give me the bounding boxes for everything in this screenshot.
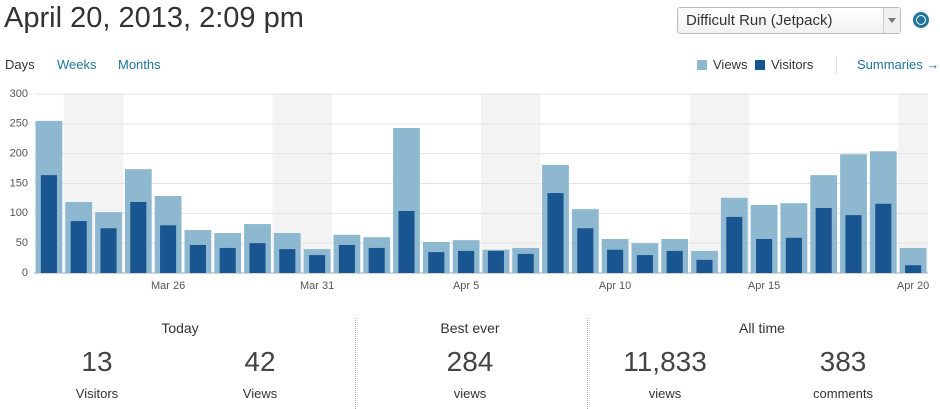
stat-label: views — [453, 386, 487, 401]
stat-value: 11,833 — [623, 346, 707, 377]
y-tick-label: 300 — [10, 88, 28, 100]
bar — [905, 265, 922, 273]
bar — [607, 249, 624, 273]
x-tick-label: Apr 10 — [599, 280, 631, 292]
divider — [587, 318, 588, 409]
blog-select[interactable]: Difficult Run (Jetpack) — [677, 7, 901, 34]
legend-swatch — [697, 60, 707, 70]
y-tick-label: 50 — [16, 237, 28, 249]
stat-value: 13 — [81, 346, 113, 377]
bar — [279, 249, 296, 273]
bar — [130, 201, 147, 273]
tab[interactable]: Months — [118, 57, 161, 72]
bar — [577, 228, 594, 273]
blog-select-text: Difficult Run (Jetpack) — [686, 12, 833, 29]
stat-title: Today — [161, 320, 199, 336]
stat-title: Best ever — [440, 320, 500, 336]
bar — [100, 228, 117, 273]
bar — [189, 244, 206, 273]
legend-label: Visitors — [771, 57, 814, 72]
stat-label: Visitors — [75, 386, 119, 401]
bar — [398, 210, 415, 273]
separator — [836, 56, 837, 74]
stat-value: 42 — [244, 346, 276, 377]
bar — [756, 238, 773, 273]
y-tick-label: 250 — [10, 118, 28, 130]
divider — [355, 318, 356, 409]
bar — [815, 207, 832, 273]
bar — [785, 237, 802, 273]
x-tick-label: Apr 15 — [748, 280, 780, 292]
x-tick-label: Apr 20 — [897, 280, 929, 292]
bar — [338, 244, 355, 273]
bar — [368, 247, 385, 273]
chart: 0 50 100 150 200 250 300 Mar 26 Mar 31 Apr 5 Apr 1… — [10, 88, 930, 292]
x-tick-label: Apr 5 — [453, 280, 479, 292]
tab[interactable]: Days — [5, 57, 35, 72]
stat-label: comments — [813, 386, 873, 401]
y-tick-label: 200 — [10, 148, 28, 160]
select-arrow — [883, 8, 900, 33]
bar — [40, 175, 57, 273]
x-tick-label: Mar 31 — [300, 280, 334, 292]
stat-label: views — [648, 386, 682, 401]
bar — [70, 221, 87, 273]
bar — [726, 216, 743, 273]
bar — [547, 193, 564, 273]
y-tick-label: 150 — [10, 177, 28, 189]
bar — [309, 255, 326, 273]
legend-label: Views — [713, 57, 748, 72]
bar — [428, 252, 445, 273]
x-tick-label: Mar 26 — [151, 280, 185, 292]
legend-swatch — [755, 60, 765, 70]
bar — [636, 255, 653, 273]
bar — [219, 247, 236, 273]
bar — [666, 250, 683, 273]
y-tick-label: 100 — [10, 207, 28, 219]
bar — [696, 259, 713, 273]
stat-label: Views — [242, 386, 278, 401]
bar — [875, 203, 892, 273]
y-tick-label: 0 — [22, 267, 28, 279]
stat-value: 383 — [819, 346, 867, 377]
tab[interactable]: Weeks — [57, 57, 97, 72]
bar — [160, 225, 177, 273]
stat-title: All time — [739, 320, 785, 336]
page-title: April 20, 2013, 2:09 pm — [4, 2, 304, 34]
bar — [487, 250, 504, 273]
bar — [458, 250, 475, 273]
bar — [249, 243, 266, 273]
summaries-link[interactable]: Summaries → — [857, 57, 940, 72]
wordpress-icon[interactable] — [913, 12, 929, 28]
bar — [845, 215, 862, 273]
bar — [517, 253, 534, 273]
stat-value: 284 — [446, 346, 494, 377]
